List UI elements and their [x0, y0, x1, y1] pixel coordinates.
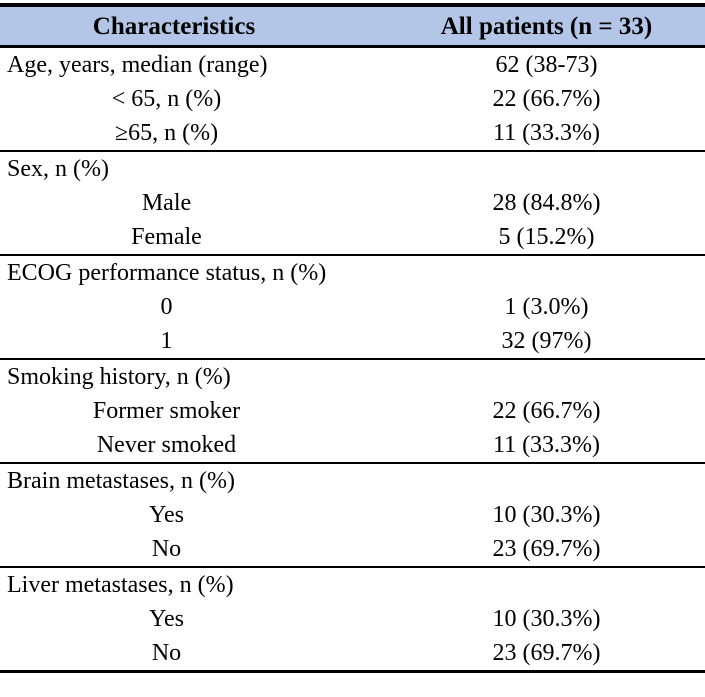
- patient-characteristics-table: Characteristics All patients (n = 33) Ag…: [0, 3, 705, 673]
- row-label: No: [0, 532, 388, 568]
- row-label: Yes: [149, 606, 184, 632]
- row-label: Smoking history, n (%): [7, 364, 231, 390]
- row-value: 11 (33.3%): [388, 428, 705, 464]
- row-value: 23 (69.7%): [388, 532, 705, 568]
- row-label: 1: [0, 324, 388, 360]
- table-row-brain-metastases: Brain metastases, n (%): [0, 463, 705, 498]
- row-value: 62 (38-73): [495, 52, 598, 78]
- row-label: Brain metastases, n (%): [7, 468, 235, 494]
- table-row-age-under65: < 65, n (%) 22 (66.7%): [0, 82, 705, 116]
- table-row-age-over65: ≥65, n (%) 11 (33.3%): [0, 116, 705, 152]
- row-label: No: [0, 636, 388, 673]
- table-row-liver-no: No 23 (69.7%): [0, 636, 705, 673]
- row-value: 32 (97%): [388, 324, 705, 360]
- table-row-ecog-0: 0 1 (3.0%): [0, 290, 705, 324]
- row-label: Sex, n (%): [7, 156, 109, 182]
- row-value: [388, 463, 705, 498]
- row-label: Former smoker: [92, 398, 241, 424]
- table-row-brain-no: No 23 (69.7%): [0, 532, 705, 568]
- column-header-all-patients: All patients (n = 33): [388, 3, 705, 48]
- table-row-liver-metastases: Liver metastases, n (%): [0, 567, 705, 602]
- table-row-smoking-former: Former smoker 22 (66.7%): [0, 394, 705, 428]
- table-header-row: Characteristics All patients (n = 33): [0, 3, 705, 48]
- row-label: < 65, n (%): [111, 86, 222, 112]
- row-label: ECOG performance status, n (%): [7, 260, 327, 286]
- table-row-smoking: Smoking history, n (%): [0, 359, 705, 394]
- row-value: 5 (15.2%): [388, 220, 705, 256]
- row-label: Liver metastases, n (%): [7, 572, 234, 598]
- row-label: ≥65, n (%): [0, 116, 388, 152]
- row-value: 11 (33.3%): [388, 116, 705, 152]
- row-value: 23 (69.7%): [388, 636, 705, 673]
- row-value: [388, 359, 705, 394]
- row-label: Male: [141, 190, 192, 216]
- table-row-age: Age, years, median (range) 62 (38-73): [0, 47, 705, 83]
- table-row-ecog-1: 1 32 (97%): [0, 324, 705, 360]
- row-value: [388, 255, 705, 290]
- row-value: [388, 151, 705, 186]
- row-label: Never smoked: [0, 428, 388, 464]
- row-value: 22 (66.7%): [492, 86, 601, 112]
- table-row-sex-male: Male 28 (84.8%): [0, 186, 705, 220]
- table-row-ecog: ECOG performance status, n (%): [0, 255, 705, 290]
- row-value: [388, 567, 705, 602]
- column-header-characteristics: Characteristics: [0, 3, 388, 48]
- row-value: 28 (84.8%): [492, 190, 601, 216]
- table-row-sex: Sex, n (%): [0, 151, 705, 186]
- row-value: 1 (3.0%): [504, 294, 589, 320]
- table-row-smoking-never: Never smoked 11 (33.3%): [0, 428, 705, 464]
- table-row-liver-yes: Yes 10 (30.3%): [0, 602, 705, 636]
- row-value: 10 (30.3%): [492, 606, 601, 632]
- row-value: 10 (30.3%): [492, 502, 601, 528]
- row-label: Yes: [149, 502, 184, 528]
- table-row-sex-female: Female 5 (15.2%): [0, 220, 705, 256]
- table-row-brain-yes: Yes 10 (30.3%): [0, 498, 705, 532]
- row-label: Female: [0, 220, 388, 256]
- row-label: 0: [160, 294, 173, 320]
- row-label: Age, years, median (range): [7, 52, 268, 78]
- row-value: 22 (66.7%): [492, 398, 601, 424]
